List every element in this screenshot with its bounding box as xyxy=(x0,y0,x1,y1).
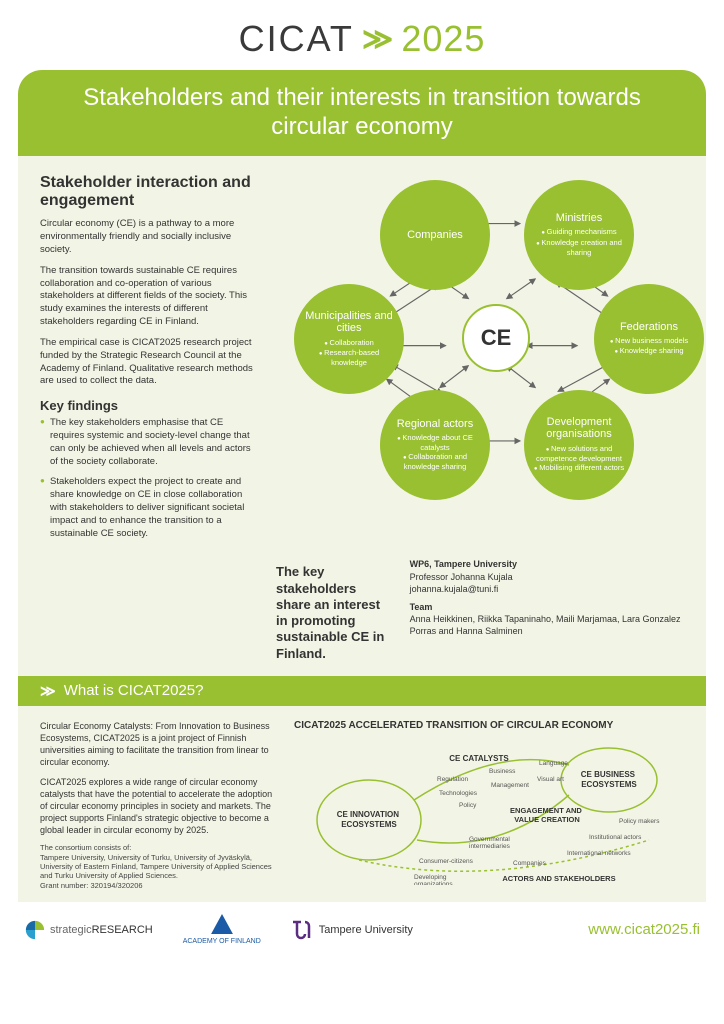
tu-icon xyxy=(291,918,315,942)
node-title: Companies xyxy=(407,229,463,241)
svg-text:Regulation: Regulation xyxy=(437,776,468,783)
svg-text:Policy: Policy xyxy=(459,802,477,809)
section1-text: Stakeholder interaction and engagement C… xyxy=(40,174,260,549)
footer: strategicRESEARCH ACADEMY OF FINLAND Tam… xyxy=(0,902,724,957)
stakeholder-node: Municipalities and cities CollaborationRe… xyxy=(294,284,404,394)
finding-item: Stakeholders expect the project to creat… xyxy=(40,476,260,540)
svg-text:Technologies: Technologies xyxy=(439,790,478,797)
svg-text:Language: Language xyxy=(539,760,568,767)
svg-text:Governmental: Governmental xyxy=(469,836,510,843)
contact-prof: Professor Johanna Kujala xyxy=(410,571,684,583)
node-title: Municipalities and cities xyxy=(302,310,396,334)
svg-text:Policy makers: Policy makers xyxy=(619,818,660,825)
title-banner: Stakeholders and their interests in tran… xyxy=(18,70,706,156)
ce-center-label: CE xyxy=(481,325,512,351)
svg-text:Visual art: Visual art xyxy=(537,776,564,783)
stakeholder-node: Companies xyxy=(380,180,490,290)
svg-text:Business: Business xyxy=(489,768,516,775)
section2-para: Circular Economy Catalysts: From Innovat… xyxy=(40,720,280,769)
consortium-list: Tampere University, University of Turku,… xyxy=(40,853,280,881)
node-bullets: New solutions and competence development… xyxy=(532,444,626,473)
ce-center-node: CE xyxy=(462,304,530,372)
svg-text:Management: Management xyxy=(491,782,529,789)
svg-text:Consumer-citizens: Consumer-citizens xyxy=(419,858,474,865)
svg-text:CE CATALYSTS: CE CATALYSTS xyxy=(449,754,509,763)
lower-panel: Circular Economy Catalysts: From Innovat… xyxy=(18,706,706,902)
node-bullets: Guiding mechanismsKnowledge creation and… xyxy=(532,227,626,256)
svg-text:intermediaries: intermediaries xyxy=(469,843,511,850)
grant-number: Grant number: 320194/320206 xyxy=(40,881,280,890)
page-title: Stakeholders and their interests in tran… xyxy=(42,84,682,142)
logo-academy-finland: ACADEMY OF FINLAND xyxy=(183,914,261,945)
svg-text:International networks: International networks xyxy=(567,850,631,857)
consortium-label: The consortium consists of: xyxy=(40,843,280,852)
logo-year: 2025 xyxy=(401,18,485,60)
logo-strategic-research: strategicRESEARCH xyxy=(24,919,153,941)
node-title: Development organisations xyxy=(532,416,626,440)
chevron-icon: ≫ xyxy=(40,682,56,700)
main-panel: Stakeholder interaction and engagement C… xyxy=(18,156,706,676)
svg-text:organizations: organizations xyxy=(414,881,453,885)
key-message: The key stakeholders share an interest i… xyxy=(276,564,390,662)
lower-diagram-title: CICAT2025 ACCELERATED TRANSITION OF CIRC… xyxy=(294,720,684,732)
logo-tampere-university: Tampere University xyxy=(291,918,413,942)
svg-text:ACTORS AND STAKEHOLDERS: ACTORS AND STAKEHOLDERS xyxy=(502,874,615,883)
svg-text:CE BUSINESS ECOSYSTEMS: CE BUSINESS ECOSYSTEMS xyxy=(581,770,638,789)
stakeholder-diagram: CE Companies Ministries Guiding mechanisms… xyxy=(274,174,684,524)
stakeholder-node: Regional actors Knowledge about CE cataly… xyxy=(380,390,490,500)
website-url[interactable]: www.cicat2025.fi xyxy=(588,921,700,938)
section1-heading: Stakeholder interaction and engagement xyxy=(40,174,260,211)
stakeholder-node: Development organisations New solutions a… xyxy=(524,390,634,500)
logo-arrows-icon: ≫ xyxy=(362,22,393,57)
svg-text:ENGAGEMENT AND VALUE C: ENGAGEMENT AND VALUE CREATION xyxy=(510,806,584,824)
contact-email: johanna.kujala@tuni.fi xyxy=(410,583,684,595)
logo-brand: CICAT xyxy=(239,18,354,60)
section1-para: Circular economy (CE) is a pathway to a … xyxy=(40,218,260,256)
section2-para: CICAT2025 explores a wide range of circu… xyxy=(40,776,280,837)
findings-heading: Key findings xyxy=(40,398,260,413)
node-title: Ministries xyxy=(556,212,602,224)
finding-item: The key stakeholders emphasise that CE r… xyxy=(40,417,260,468)
team-label: Team xyxy=(410,601,684,613)
node-bullets: CollaborationResearch-based knowledge xyxy=(302,338,396,367)
section2-header: ≫ What is CICAT2025? xyxy=(18,676,706,706)
triangle-icon xyxy=(211,914,233,934)
section1-para: The empirical case is CICAT2025 research… xyxy=(40,337,260,388)
pie-icon xyxy=(24,919,46,941)
header-logo: CICAT ≫ 2025 xyxy=(0,0,724,70)
svg-text:CE INNOVATION ECOSYSTE: CE INNOVATION ECOSYSTEMS xyxy=(337,810,402,829)
transition-diagram: CICAT2025 ACCELERATED TRANSITION OF CIRC… xyxy=(294,720,684,890)
svg-text:Developing: Developing xyxy=(414,874,447,881)
stakeholder-node: Federations New business modelsKnowledge … xyxy=(594,284,704,394)
transition-svg: CE INNOVATION ECOSYSTEMS CE BUSINESS ECO… xyxy=(294,735,684,885)
team-members: Anna Heikkinen, Riikka Tapaninaho, Maili… xyxy=(410,613,684,637)
node-bullets: Knowledge about CE catalystsCollaboratio… xyxy=(388,433,482,471)
section2-title: What is CICAT2025? xyxy=(64,682,204,699)
svg-text:Companies: Companies xyxy=(513,860,547,867)
svg-text:Institutional actors: Institutional actors xyxy=(589,834,642,841)
node-title: Federations xyxy=(620,321,678,333)
stakeholder-node: Ministries Guiding mechanismsKnowledge cr… xyxy=(524,180,634,290)
contact-block: WP6, Tampere University Professor Johann… xyxy=(410,558,684,662)
node-title: Regional actors xyxy=(397,418,473,430)
node-bullets: New business modelsKnowledge sharing xyxy=(610,336,688,356)
section1-para: The transition towards sustainable CE re… xyxy=(40,265,260,329)
contact-wp: WP6, Tampere University xyxy=(410,558,684,570)
